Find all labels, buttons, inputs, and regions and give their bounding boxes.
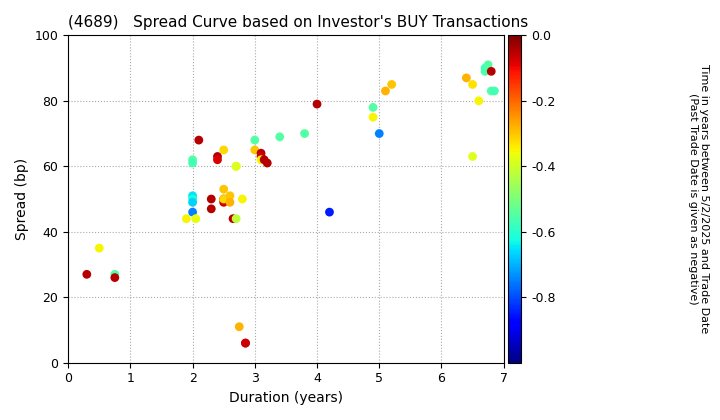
Point (94, 245, 105, 252)
Point (186, 199, 198, 206)
Point (230, 163, 242, 170)
Point (324, 209, 336, 215)
Point (212, 156, 223, 163)
Point (186, 209, 198, 215)
Point (240, 340, 251, 346)
Point (186, 156, 198, 163)
Point (467, 81, 478, 88)
Point (374, 130, 385, 137)
Point (81, 271, 93, 278)
Point (261, 160, 273, 166)
Y-axis label: Time in years between 5/2/2025 and Trade Date
(Past Trade Date is given as negat: Time in years between 5/2/2025 and Trade… (688, 64, 709, 333)
Point (386, 81, 397, 88)
Point (186, 192, 198, 199)
Point (186, 196, 198, 202)
Point (256, 153, 267, 160)
Point (205, 196, 217, 202)
Point (218, 199, 230, 206)
Point (228, 215, 239, 222)
Point (240, 340, 251, 346)
Point (205, 205, 217, 212)
Text: (4689)   Spread Curve based on Investor's BUY Transactions: (4689) Spread Curve based on Investor's … (68, 15, 528, 30)
Point (473, 97, 485, 104)
Point (258, 156, 270, 163)
Point (485, 88, 497, 94)
Point (224, 192, 235, 199)
Point (256, 150, 267, 157)
X-axis label: Duration (years): Duration (years) (229, 391, 343, 405)
Point (218, 196, 230, 202)
Point (480, 65, 491, 71)
Point (193, 137, 204, 144)
Point (218, 147, 230, 153)
Point (480, 68, 491, 75)
Point (186, 160, 198, 166)
Point (274, 134, 285, 140)
Point (224, 199, 235, 206)
Point (256, 156, 267, 163)
Point (489, 88, 500, 94)
Point (367, 104, 379, 111)
Point (249, 137, 261, 144)
Point (249, 147, 261, 153)
Point (379, 88, 391, 94)
Point (461, 74, 472, 81)
Point (299, 130, 310, 137)
Point (190, 215, 202, 222)
Point (233, 323, 245, 330)
Point (482, 61, 494, 68)
Point (485, 68, 497, 75)
Point (230, 215, 242, 222)
Point (218, 186, 230, 192)
Point (367, 114, 379, 121)
Point (218, 196, 230, 202)
Point (212, 153, 223, 160)
Point (109, 274, 120, 281)
Point (181, 215, 192, 222)
Point (467, 153, 478, 160)
Point (230, 163, 242, 170)
Y-axis label: Spread (bp): Spread (bp) (15, 158, 29, 240)
Point (109, 271, 120, 278)
Point (237, 196, 248, 202)
Point (311, 101, 323, 108)
